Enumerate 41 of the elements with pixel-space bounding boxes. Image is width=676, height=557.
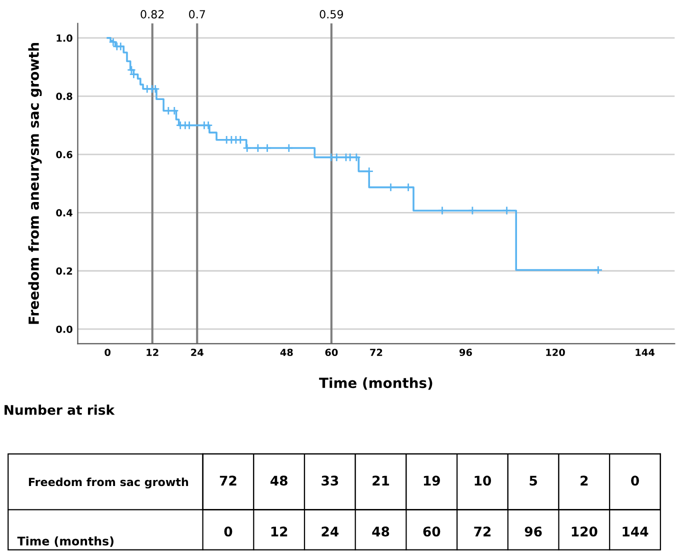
data-label: 19 bbox=[424, 476, 440, 486]
x-tick-label: 0 bbox=[104, 348, 111, 356]
data-label: 5 bbox=[530, 476, 537, 486]
x-tick-label: 60 bbox=[423, 526, 440, 537]
x-tick-label: 12 bbox=[146, 348, 158, 356]
x-tick-label: 72 bbox=[474, 526, 491, 536]
data-label: 33 bbox=[322, 476, 338, 486]
y-tick-label: Freedom from sac growth bbox=[28, 478, 188, 488]
x-tick-label: 144 bbox=[636, 348, 655, 356]
x-tick-label: 72 bbox=[370, 348, 382, 356]
x-tick-label: 48 bbox=[372, 526, 390, 537]
data-label: 10 bbox=[474, 476, 492, 486]
text: 0.59 bbox=[320, 10, 344, 18]
x-tick-label: 120 bbox=[572, 526, 598, 537]
x-tick-label: 96 bbox=[459, 348, 472, 356]
x-tick-label: 24 bbox=[322, 526, 338, 536]
x-tick-label: 0 bbox=[224, 526, 232, 537]
x-axis-title: Time (months) bbox=[319, 377, 432, 390]
y-tick-label: 0.0 bbox=[56, 326, 72, 333]
text: 0.7 bbox=[189, 10, 206, 18]
x-axis-title: Time (months) bbox=[17, 536, 114, 547]
x-tick-label: 120 bbox=[546, 348, 565, 356]
y-tick-label: 0.6 bbox=[56, 150, 72, 158]
x-tick-label: 24 bbox=[191, 348, 204, 356]
y-axis-title: Freedom from aneurysm sac growth bbox=[28, 42, 42, 324]
x-tick-label: 12 bbox=[271, 526, 288, 536]
x-tick-label: 144 bbox=[622, 526, 648, 536]
y-tick-label: 0.8 bbox=[56, 92, 72, 100]
y-tick-label: 1.0 bbox=[56, 34, 72, 42]
y-tick-label: 0.4 bbox=[56, 209, 72, 216]
data-label: 48 bbox=[270, 476, 288, 486]
y-tick-label: 0.2 bbox=[56, 267, 72, 275]
data-label: 72 bbox=[220, 476, 236, 486]
x-tick-label: 96 bbox=[524, 526, 542, 537]
data-label: 21 bbox=[372, 476, 390, 486]
data-label: 0 bbox=[631, 476, 639, 486]
text: 0.82 bbox=[140, 10, 164, 18]
x-tick-label: 48 bbox=[280, 348, 293, 356]
text: Number at risk bbox=[4, 404, 115, 415]
x-tick-label: 60 bbox=[325, 348, 338, 356]
data-label: 2 bbox=[580, 476, 588, 486]
